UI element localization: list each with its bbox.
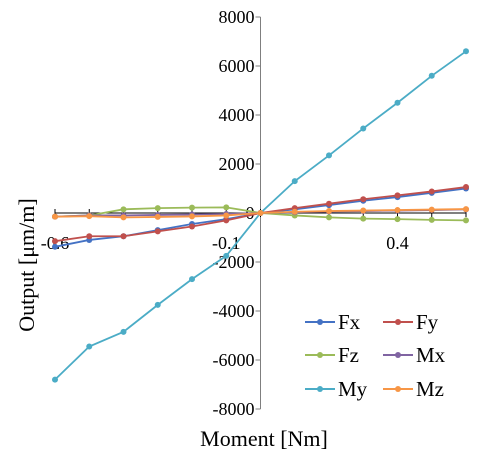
data-point-mz	[257, 210, 264, 216]
data-point-fz	[154, 205, 161, 212]
legend-label-mx: Mx	[416, 343, 446, 367]
data-point-mz	[360, 207, 367, 214]
y-tick-label: 2000	[219, 154, 255, 174]
data-point-fz	[223, 204, 230, 211]
data-point-mz	[52, 213, 58, 220]
legend-swatch-marker-mz	[395, 386, 401, 392]
legend-label-my: My	[338, 377, 368, 401]
data-point-my	[223, 252, 230, 259]
data-point-mz	[154, 213, 161, 220]
data-point-fy	[360, 196, 367, 203]
y-tick-label: 6000	[219, 56, 255, 76]
data-point-fy	[428, 188, 435, 195]
legend-label-mz: Mz	[416, 377, 444, 401]
data-point-fy	[394, 192, 401, 199]
data-point-fy	[86, 233, 93, 240]
data-point-mz	[291, 208, 298, 215]
legend-item-fx: Fx	[305, 310, 361, 334]
data-point-fz	[463, 217, 469, 224]
data-point-mz	[86, 213, 93, 220]
data-point-fz	[428, 216, 435, 223]
data-point-fz	[394, 216, 401, 223]
data-point-my	[463, 48, 469, 55]
series-mz	[52, 206, 469, 221]
legend-swatch-marker-fy	[395, 319, 401, 325]
data-point-fz	[189, 204, 195, 211]
y-tick-label: -8000	[213, 399, 255, 419]
data-point-fy	[463, 184, 469, 191]
data-point-my	[394, 99, 401, 106]
legend-label-fx: Fx	[338, 310, 361, 334]
data-point-my	[52, 376, 58, 383]
legend-item-mx: Mx	[383, 343, 446, 367]
data-point-fy	[120, 233, 127, 240]
legend: Fx Fy Fz Mx My Mz	[305, 310, 446, 401]
data-point-mz	[463, 206, 469, 213]
legend-swatch-marker-fz	[317, 352, 323, 358]
legend-item-mz: Mz	[383, 377, 444, 401]
y-axis-title: Output [μm/m]	[14, 198, 39, 331]
data-point-fy	[223, 217, 230, 224]
data-point-fz	[360, 215, 367, 222]
data-point-my	[189, 276, 195, 283]
y-tick-label: -4000	[213, 301, 255, 321]
legend-item-my: My	[305, 377, 368, 401]
data-point-my	[428, 72, 435, 79]
data-point-fz	[120, 206, 127, 213]
legend-label-fz: Fz	[338, 343, 359, 367]
data-point-fz	[326, 214, 332, 221]
data-point-my	[154, 301, 161, 308]
legend-swatch-marker-mx	[395, 352, 401, 358]
data-point-mz	[189, 213, 195, 220]
x-axis-title: Moment [Nm]	[200, 426, 328, 451]
y-tick-label: 8000	[219, 7, 255, 27]
legend-swatch-marker-fx	[317, 319, 323, 325]
series-layer	[52, 48, 469, 383]
data-point-mz	[223, 212, 230, 219]
legend-swatch-marker-my	[317, 386, 323, 392]
data-point-fy	[154, 228, 161, 235]
data-point-fy	[52, 238, 58, 245]
data-point-my	[360, 125, 367, 132]
data-point-my	[120, 328, 127, 335]
legend-item-fy: Fy	[383, 310, 439, 334]
data-point-fx	[52, 243, 58, 250]
x-tick-label: 0.4	[386, 233, 409, 253]
data-point-mz	[428, 206, 435, 213]
data-point-mz	[326, 208, 332, 215]
y-tick-label: -6000	[213, 350, 255, 370]
legend-label-fy: Fy	[416, 310, 439, 334]
data-point-my	[86, 343, 93, 350]
y-tick-label: 4000	[219, 105, 255, 125]
data-point-my	[291, 178, 298, 185]
data-point-mz	[120, 214, 127, 221]
data-point-my	[326, 152, 332, 159]
data-point-fy	[326, 200, 332, 207]
data-point-fy	[189, 223, 195, 230]
legend-item-fz: Fz	[305, 343, 359, 367]
data-point-mz	[394, 207, 401, 214]
